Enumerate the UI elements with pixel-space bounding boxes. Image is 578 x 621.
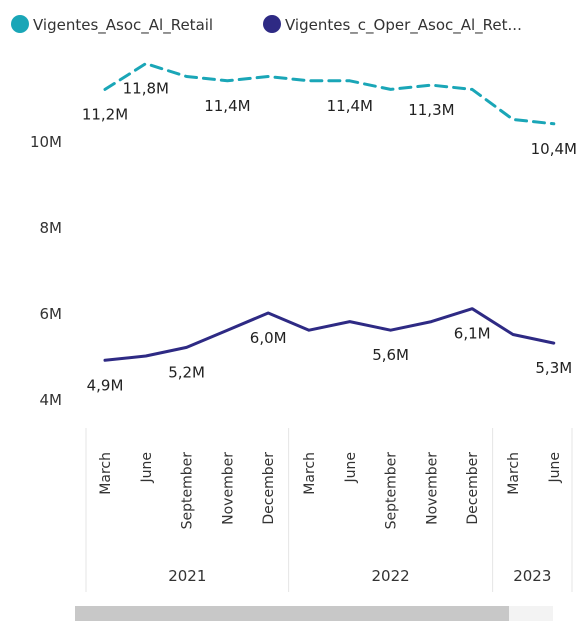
scrollbar-thumb[interactable] xyxy=(75,606,509,621)
x-group-label: 2023 xyxy=(513,567,551,585)
data-label: 11,4M xyxy=(204,97,250,115)
x-tick-label: September xyxy=(180,452,196,530)
y-tick-label: 10M xyxy=(30,133,62,151)
y-tick-label: 4M xyxy=(40,391,63,409)
data-label: 5,6M xyxy=(372,346,409,364)
legend-label-retail: Vigentes_Asoc_Al_Retail xyxy=(33,16,213,35)
x-group-label: 2022 xyxy=(372,567,410,585)
x-group-label: 2021 xyxy=(168,567,206,585)
x-tick-label: November xyxy=(220,452,236,525)
data-label: 6,0M xyxy=(250,329,287,347)
series-line-0[interactable] xyxy=(103,62,556,126)
data-label: 11,3M xyxy=(408,101,454,119)
legend-item-oper[interactable]: Vigentes_c_Oper_Asoc_Al_Ret... xyxy=(263,15,522,35)
x-tick-label: September xyxy=(384,452,400,530)
legend[interactable]: Vigentes_Asoc_Al_Retail Vigentes_c_Oper_… xyxy=(11,15,522,35)
y-tick-label: 6M xyxy=(40,305,63,323)
x-tick-label: March xyxy=(506,452,522,495)
legend-item-retail[interactable]: Vigentes_Asoc_Al_Retail xyxy=(11,15,213,35)
x-axis: March June September November December March J… xyxy=(85,428,573,592)
series-line-1[interactable] xyxy=(103,307,556,362)
x-tick-label: December xyxy=(261,452,277,525)
data-label: 11,8M xyxy=(123,80,169,98)
data-label: 4,9M xyxy=(87,376,124,394)
data-label: 11,4M xyxy=(327,97,373,115)
y-axis: 10M 8M 6M 4M xyxy=(30,133,62,409)
data-label: 10,4M xyxy=(531,140,577,158)
data-label: 11,2M xyxy=(82,105,128,123)
x-tick-label: June xyxy=(139,452,155,484)
x-tick-label: November xyxy=(424,452,440,525)
x-tick-label: March xyxy=(98,452,114,495)
data-labels: 11,2M 11,8M 11,4M 11,4M 11,3M 10,4M 4,9M 5,2M 6,… xyxy=(82,80,577,395)
x-tick-label: June xyxy=(547,452,563,484)
legend-label-oper: Vigentes_c_Oper_Asoc_Al_Ret... xyxy=(285,16,522,35)
data-label: 5,3M xyxy=(535,359,572,377)
legend-marker-oper xyxy=(263,15,281,33)
series-lines xyxy=(103,62,556,362)
legend-marker-retail xyxy=(11,15,29,33)
data-label: 5,2M xyxy=(168,363,205,381)
y-tick-label: 8M xyxy=(40,219,63,237)
data-label: 6,1M xyxy=(454,325,491,343)
horizontal-scrollbar[interactable] xyxy=(75,606,553,621)
x-tick-label: March xyxy=(302,452,318,495)
x-tick-label: June xyxy=(343,452,359,484)
x-tick-label: December xyxy=(465,452,481,525)
